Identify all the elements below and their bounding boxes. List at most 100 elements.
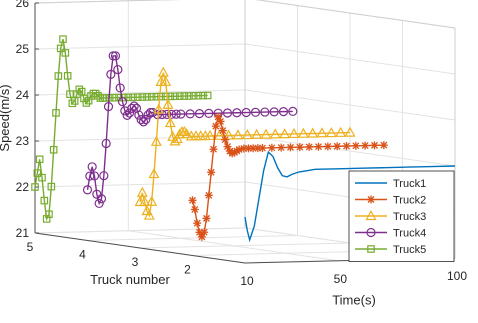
data-point <box>82 99 91 107</box>
z-tick-label: 25 <box>16 42 30 56</box>
data-point <box>250 107 261 117</box>
data-point <box>162 109 172 120</box>
data-point <box>278 107 289 117</box>
data-point <box>119 93 128 102</box>
grid-line <box>139 242 351 249</box>
y-axis-label: Truck number <box>90 272 170 287</box>
data-point <box>370 141 379 150</box>
x-tick-label: 100 <box>447 269 467 283</box>
data-point <box>194 91 203 100</box>
data-point <box>127 103 137 113</box>
data-point <box>171 92 179 101</box>
y-tick-label: 5 <box>27 240 34 254</box>
data-point <box>31 183 39 191</box>
y-tick-label: 3 <box>132 255 139 269</box>
data-point <box>171 109 181 119</box>
z-tick-label: 23 <box>16 134 30 148</box>
data-point <box>209 145 218 154</box>
data-point <box>221 135 230 144</box>
legend-label: Truck5 <box>393 244 426 256</box>
data-point <box>316 127 328 138</box>
legend-label: Truck4 <box>393 228 426 240</box>
z-tick-label: 22 <box>16 180 30 194</box>
data-point <box>366 227 376 238</box>
series-line <box>34 38 208 222</box>
data-point <box>258 144 267 153</box>
data-point <box>279 128 291 139</box>
data-point <box>216 117 225 126</box>
data-point <box>68 99 77 108</box>
data-point <box>188 196 197 205</box>
legend-label: Truck3 <box>393 211 426 223</box>
data-point <box>222 108 233 118</box>
data-point <box>54 72 63 80</box>
data-point <box>194 109 205 119</box>
data-point <box>361 141 370 150</box>
data-point <box>122 110 132 120</box>
data-point <box>94 198 104 209</box>
data-point <box>333 142 342 151</box>
data-point <box>150 135 162 146</box>
data-point <box>129 101 139 111</box>
data-point <box>200 228 209 237</box>
data-point <box>162 98 174 109</box>
data-point <box>99 171 109 181</box>
data-point <box>106 69 116 79</box>
data-point <box>143 93 151 101</box>
z-tick-label: 21 <box>16 226 30 240</box>
series-line <box>86 55 293 206</box>
data-point <box>148 168 160 179</box>
data-point <box>277 143 286 152</box>
data-point <box>157 92 165 101</box>
data-point <box>297 127 309 138</box>
data-point <box>73 90 81 98</box>
data-point <box>38 173 46 182</box>
data-point <box>146 195 158 206</box>
data-point <box>232 108 242 118</box>
data-point <box>269 128 281 139</box>
data-point <box>110 93 119 102</box>
data-point <box>61 49 70 57</box>
data-point <box>147 93 156 101</box>
data-point <box>260 107 270 117</box>
legend-label: Truck1 <box>393 178 426 190</box>
data-point <box>223 129 235 140</box>
data-point <box>42 215 51 223</box>
series-truck4 <box>82 51 298 209</box>
z-axis-label: Speed(m/s) <box>0 84 12 151</box>
grid-line <box>34 135 246 142</box>
data-point <box>344 126 356 137</box>
data-point <box>160 75 172 86</box>
data-point <box>138 93 147 101</box>
data-point <box>176 109 186 119</box>
data-point <box>84 96 93 105</box>
data-point <box>49 145 58 154</box>
data-point <box>323 142 332 151</box>
data-point <box>189 92 198 100</box>
x-tick-label: 10 <box>240 274 254 288</box>
data-point <box>379 141 388 150</box>
data-point <box>35 155 44 164</box>
data-point <box>174 128 186 139</box>
data-point <box>52 109 60 117</box>
data-point <box>185 92 193 100</box>
data-point <box>213 129 225 140</box>
data-point <box>47 182 56 191</box>
data-point <box>59 35 67 43</box>
data-point <box>40 196 49 205</box>
data-point <box>180 92 189 100</box>
data-point <box>232 129 244 140</box>
data-point <box>139 195 151 206</box>
data-point <box>288 127 300 139</box>
data-point <box>325 126 337 138</box>
data-point <box>161 92 170 101</box>
data-point <box>96 194 107 204</box>
data-point <box>185 109 195 119</box>
data-point <box>101 94 109 102</box>
data-point <box>342 142 351 151</box>
data-point <box>134 110 144 120</box>
data-point <box>295 143 304 152</box>
x-tick-label: 50 <box>334 272 348 286</box>
data-point <box>181 128 193 139</box>
